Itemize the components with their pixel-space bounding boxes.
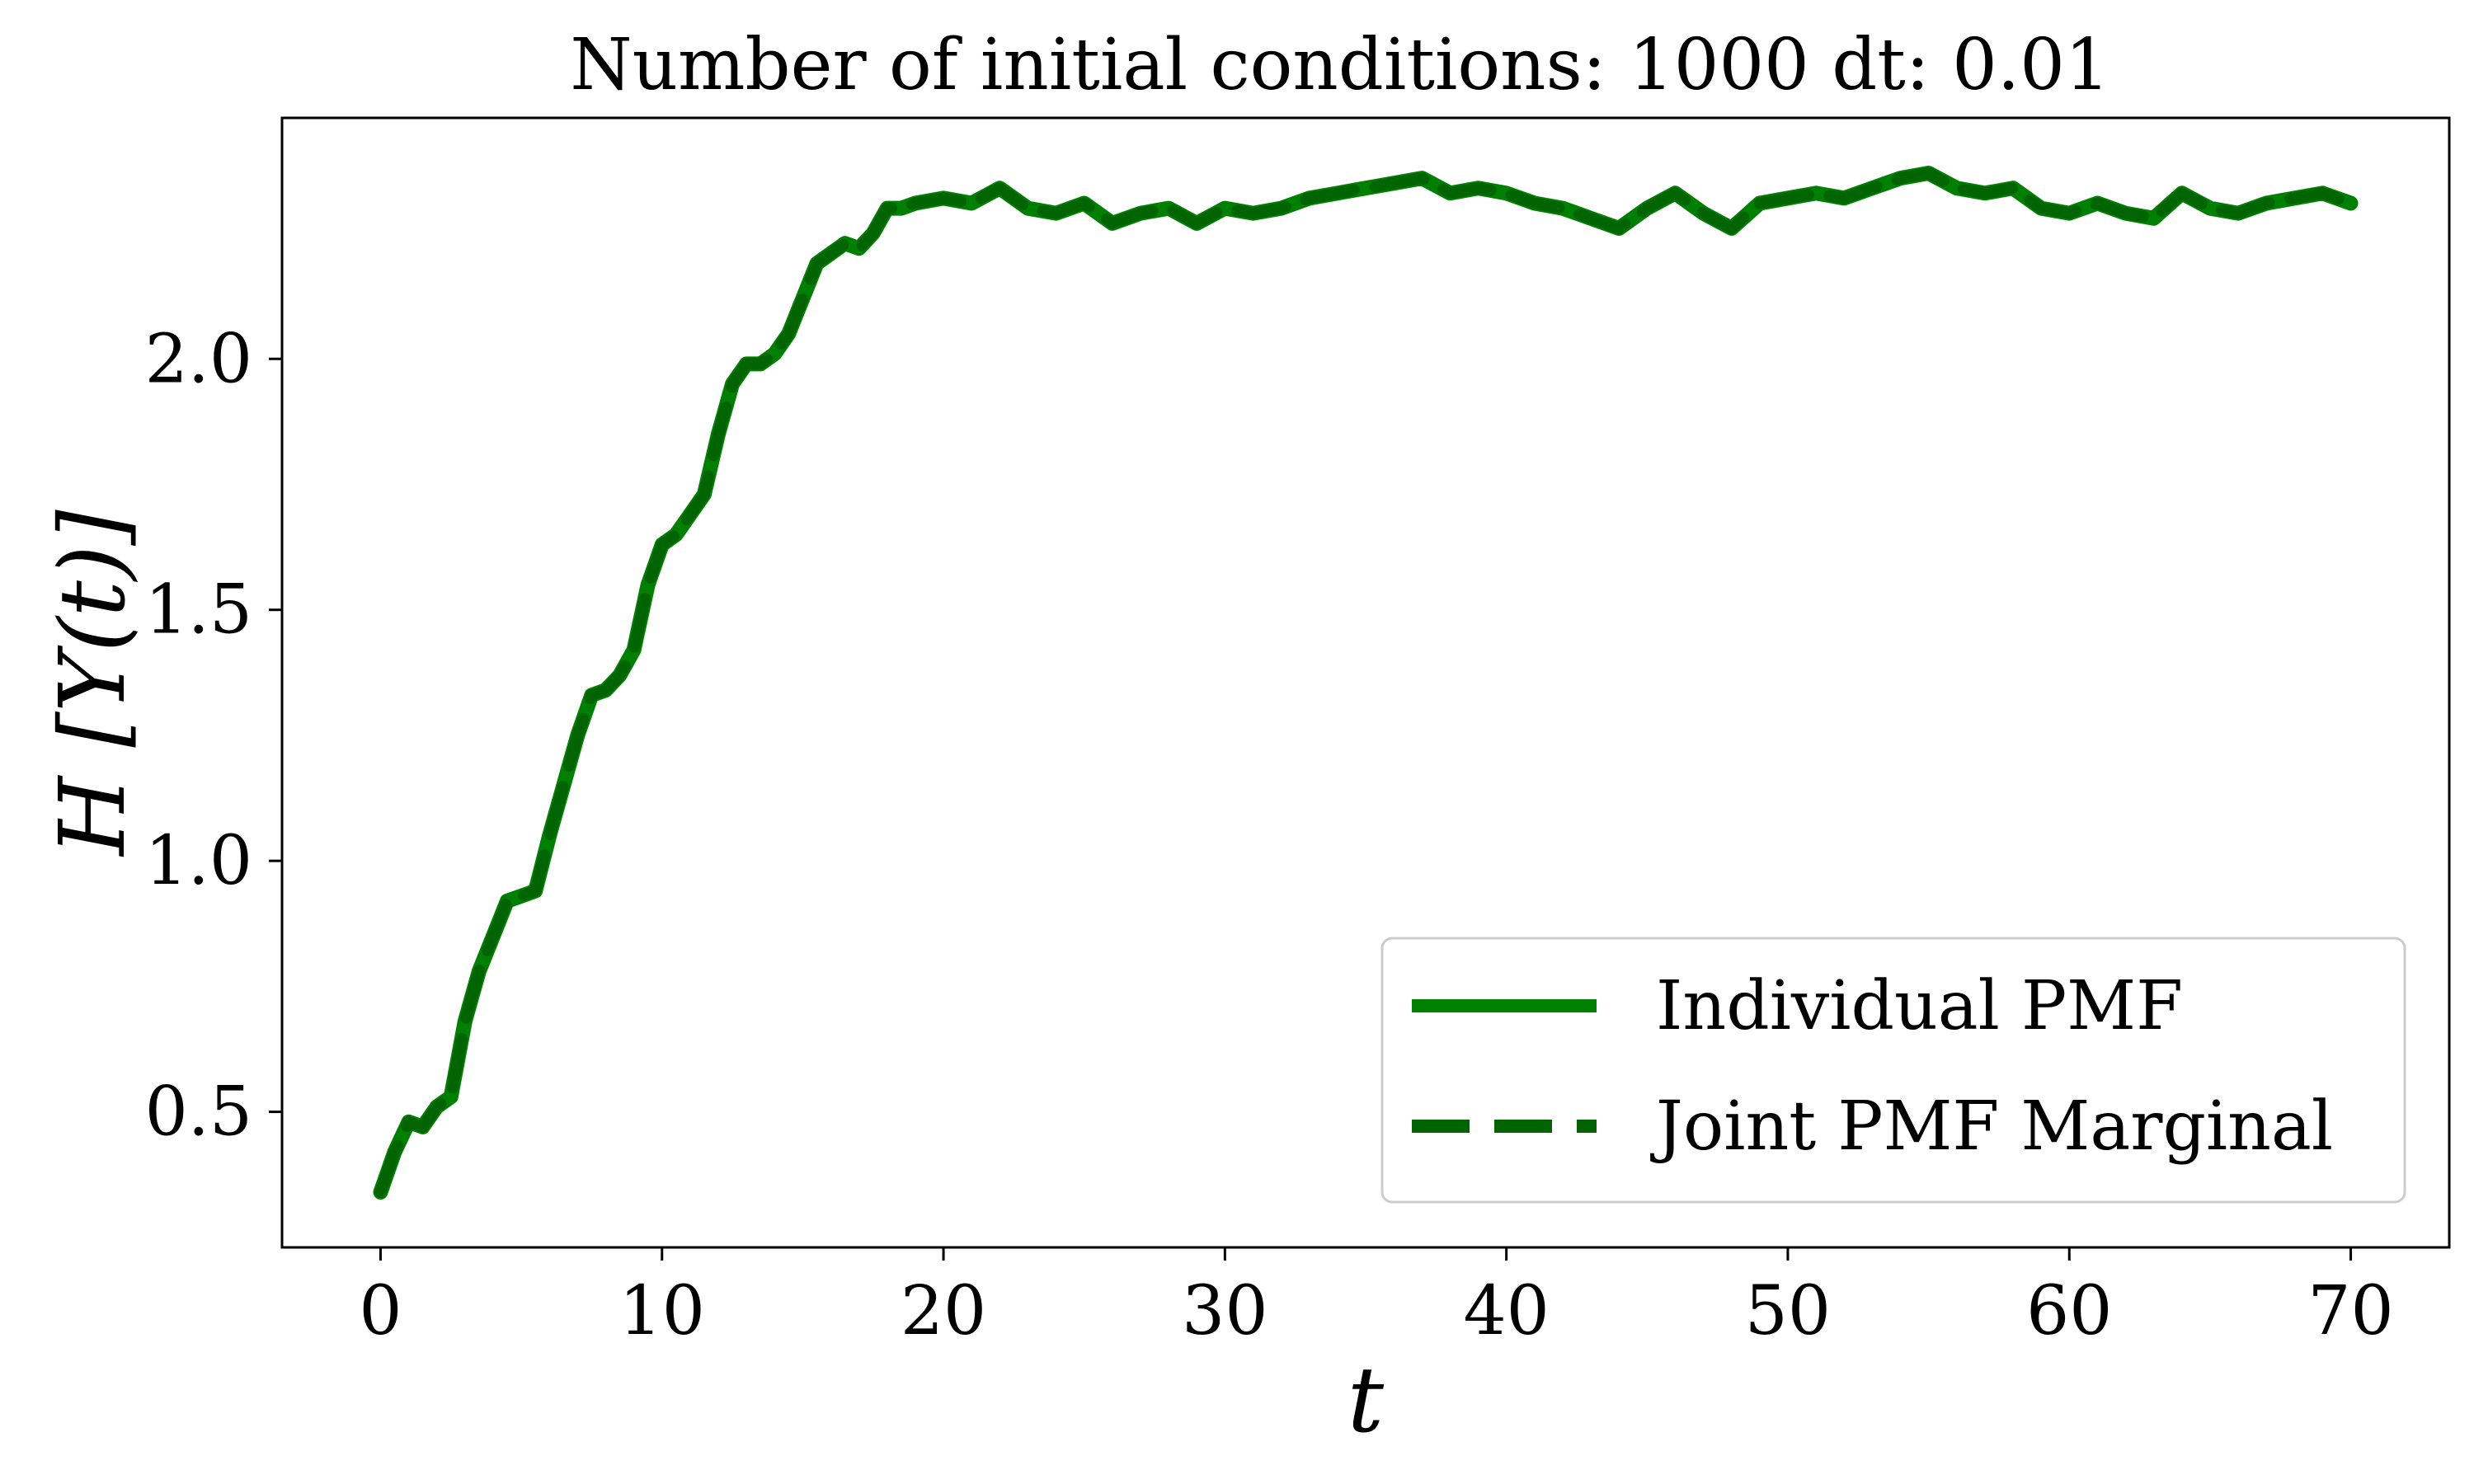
legend-label-individual-pmf: Individual PMF: [1656, 967, 2183, 1045]
y-tick-label: 1.5: [145, 571, 252, 650]
legend-box: [1380, 937, 2406, 1204]
y-axis: 0.5 1.0 1.5 2.0: [145, 320, 282, 1152]
legend-label-joint-pmf-marginal: Joint PMF Marginal: [1650, 1087, 2333, 1166]
x-tick-label: 50: [1745, 1272, 1831, 1350]
y-tick-label: 2.0: [145, 320, 252, 398]
legend: Individual PMF Joint PMF Marginal: [1380, 937, 2406, 1204]
x-tick-label: 20: [901, 1272, 986, 1350]
x-axis-label: t: [1348, 1347, 1385, 1453]
x-tick-label: 30: [1182, 1272, 1268, 1350]
y-tick-label: 0.5: [145, 1073, 252, 1152]
chart-title: Number of initial conditions: 1000 dt: 0…: [570, 24, 2109, 106]
y-tick-label: 1.0: [145, 822, 252, 900]
x-tick-label: 70: [2307, 1272, 2393, 1350]
series-layer: [373, 166, 2359, 1200]
plot-frame: [280, 116, 2451, 1249]
x-tick-label: 60: [2026, 1272, 2112, 1350]
x-tick-label: 40: [1463, 1272, 1549, 1350]
y-axis-label: H [Y(t)]: [40, 509, 145, 857]
x-tick-label: 10: [619, 1272, 705, 1350]
x-axis: 0 10 20 30 40 50 60 70: [359, 1247, 2394, 1350]
x-tick-label: 0: [359, 1272, 402, 1350]
series-line-joint-pmf-marginal: [374, 167, 2357, 1198]
